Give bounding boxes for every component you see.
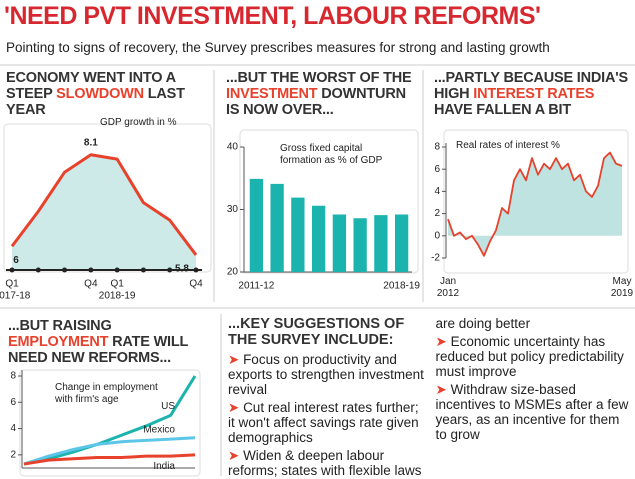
bar [249, 178, 264, 272]
heading-part: ...BUT RAISING [8, 318, 112, 334]
series-label: US [161, 401, 175, 412]
bar [332, 214, 347, 272]
value-label: 6 [13, 255, 19, 266]
line [23, 375, 197, 466]
y-tick-label: 0 [434, 230, 440, 241]
y-tick-label: 2 [10, 449, 16, 460]
category-dot [114, 267, 120, 273]
bar [394, 214, 409, 272]
x-tick-label: Jan 2012 [436, 276, 460, 299]
heading-part: SLOWDOWN [56, 86, 144, 102]
chart-heading: ...BUT RAISING EMPLOYMENT RATE WILL NEED… [8, 318, 213, 366]
suggestions: ...KEY SUGGESTIONS OF THE SURVEY INCLUDE… [228, 316, 633, 478]
heading-part: DOWNTURN IS NOW OVER... [226, 86, 406, 118]
chart-heading: ECONOMY WENT INTO A STEEP SLOWDOWN LAST … [6, 70, 211, 118]
y-tick-label: 6 [434, 164, 440, 175]
heading-part: LAST YEAR [6, 86, 185, 118]
y-tick-label: 6 [10, 397, 16, 408]
x-tick-label: Q4 [84, 279, 98, 290]
y-tick-label: 2 [434, 208, 440, 219]
chart-heading: ...PARTLY BECAUSE INDIA'S HIGH INTEREST … [434, 70, 634, 118]
plot-frame [3, 123, 212, 273]
x-tick-label: Q1 [5, 279, 19, 290]
chart-subtitle: Gross fixed capital formation as % of GD… [280, 143, 383, 166]
chart-heading: ...BUT THE WORST OF THE INVESTMENT DOWNT… [226, 70, 421, 118]
y-tick-label: 30 [227, 204, 239, 215]
suggestion: Withdraw size-based incentives to MSMEs … [436, 382, 634, 442]
bar [374, 215, 388, 272]
category-dot [9, 267, 15, 273]
y-tick-label: 8 [10, 371, 16, 382]
category-dot [62, 267, 68, 273]
x-tick-label: Q1 [110, 279, 124, 290]
bar [353, 218, 367, 272]
suggestion: Focus on productivity and exports to str… [228, 352, 426, 397]
title: 'NEED PVT INVESTMENT, LABOUR REFORMS' [4, 2, 541, 30]
y-tick-label: 4 [434, 186, 440, 197]
line [23, 453, 196, 466]
chart-subtitle: GDP growth in % [100, 117, 177, 128]
heading-part: EMPLOYMENT [8, 334, 109, 350]
plot-frame [443, 129, 629, 274]
line [23, 436, 196, 466]
heading-part: ECONOMY WENT INTO A STEEP [6, 70, 176, 102]
subtitle: Pointing to signs of recovery, the Surve… [6, 40, 550, 55]
line [10, 153, 198, 256]
bar [291, 197, 305, 272]
heading-part: ...BUT THE WORST OF THE [226, 70, 412, 86]
x-tick-label: Q4 [189, 279, 203, 290]
y-tick-label: 4 [10, 423, 16, 434]
x-group-label: 2017-18 [0, 291, 31, 302]
y-tick-label: 8 [434, 142, 440, 153]
chart-subtitle: Real rates of interest % [456, 140, 560, 151]
suggestions-heading: ...KEY SUGGESTIONS OF THE SURVEY INCLUDE… [228, 316, 405, 348]
category-dot [35, 267, 41, 273]
x-tick-label: May 2019 [610, 276, 634, 299]
heading-part: INVESTMENT [226, 86, 318, 102]
x-tick-label: 2011-12 [238, 281, 274, 292]
series-label: India [153, 461, 175, 472]
value-label: 8.1 [84, 137, 98, 148]
bar [311, 205, 326, 272]
category-dot [167, 267, 173, 273]
category-dot [193, 267, 199, 273]
category-dot [88, 267, 94, 273]
value-label: 5.8 [175, 264, 189, 275]
y-tick-label: 40 [227, 142, 239, 153]
category-dot [140, 267, 146, 273]
suggestion: Economic uncertainty has reduced but pol… [436, 334, 634, 379]
heading-part: ...PARTLY BECAUSE INDIA'S HIGH [434, 70, 628, 102]
heading-part: HAVE FALLEN A BIT [434, 102, 572, 118]
suggestion: Cut real interest rates further; it won'… [228, 400, 426, 445]
line [447, 151, 623, 257]
x-tick-label: 2018-19 [383, 281, 420, 292]
heading-part: RATE WILL NEED NEW REFORMS... [8, 334, 188, 366]
x-group-label: 2018-19 [99, 291, 136, 302]
y-tick-label: -2 [431, 253, 440, 264]
area [12, 154, 196, 270]
bar [270, 183, 284, 272]
chart-subtitle: Change in employment with firm's age [55, 382, 158, 405]
plot-frame [239, 129, 419, 274]
y-tick-label: 20 [227, 267, 239, 278]
suggestion: Widen & deepen labour reforms; states wi… [228, 316, 633, 478]
area [448, 152, 622, 256]
heading-part: INTEREST RATES [473, 86, 595, 102]
series-label: Mexico [143, 425, 175, 436]
plot-frame [19, 369, 201, 477]
